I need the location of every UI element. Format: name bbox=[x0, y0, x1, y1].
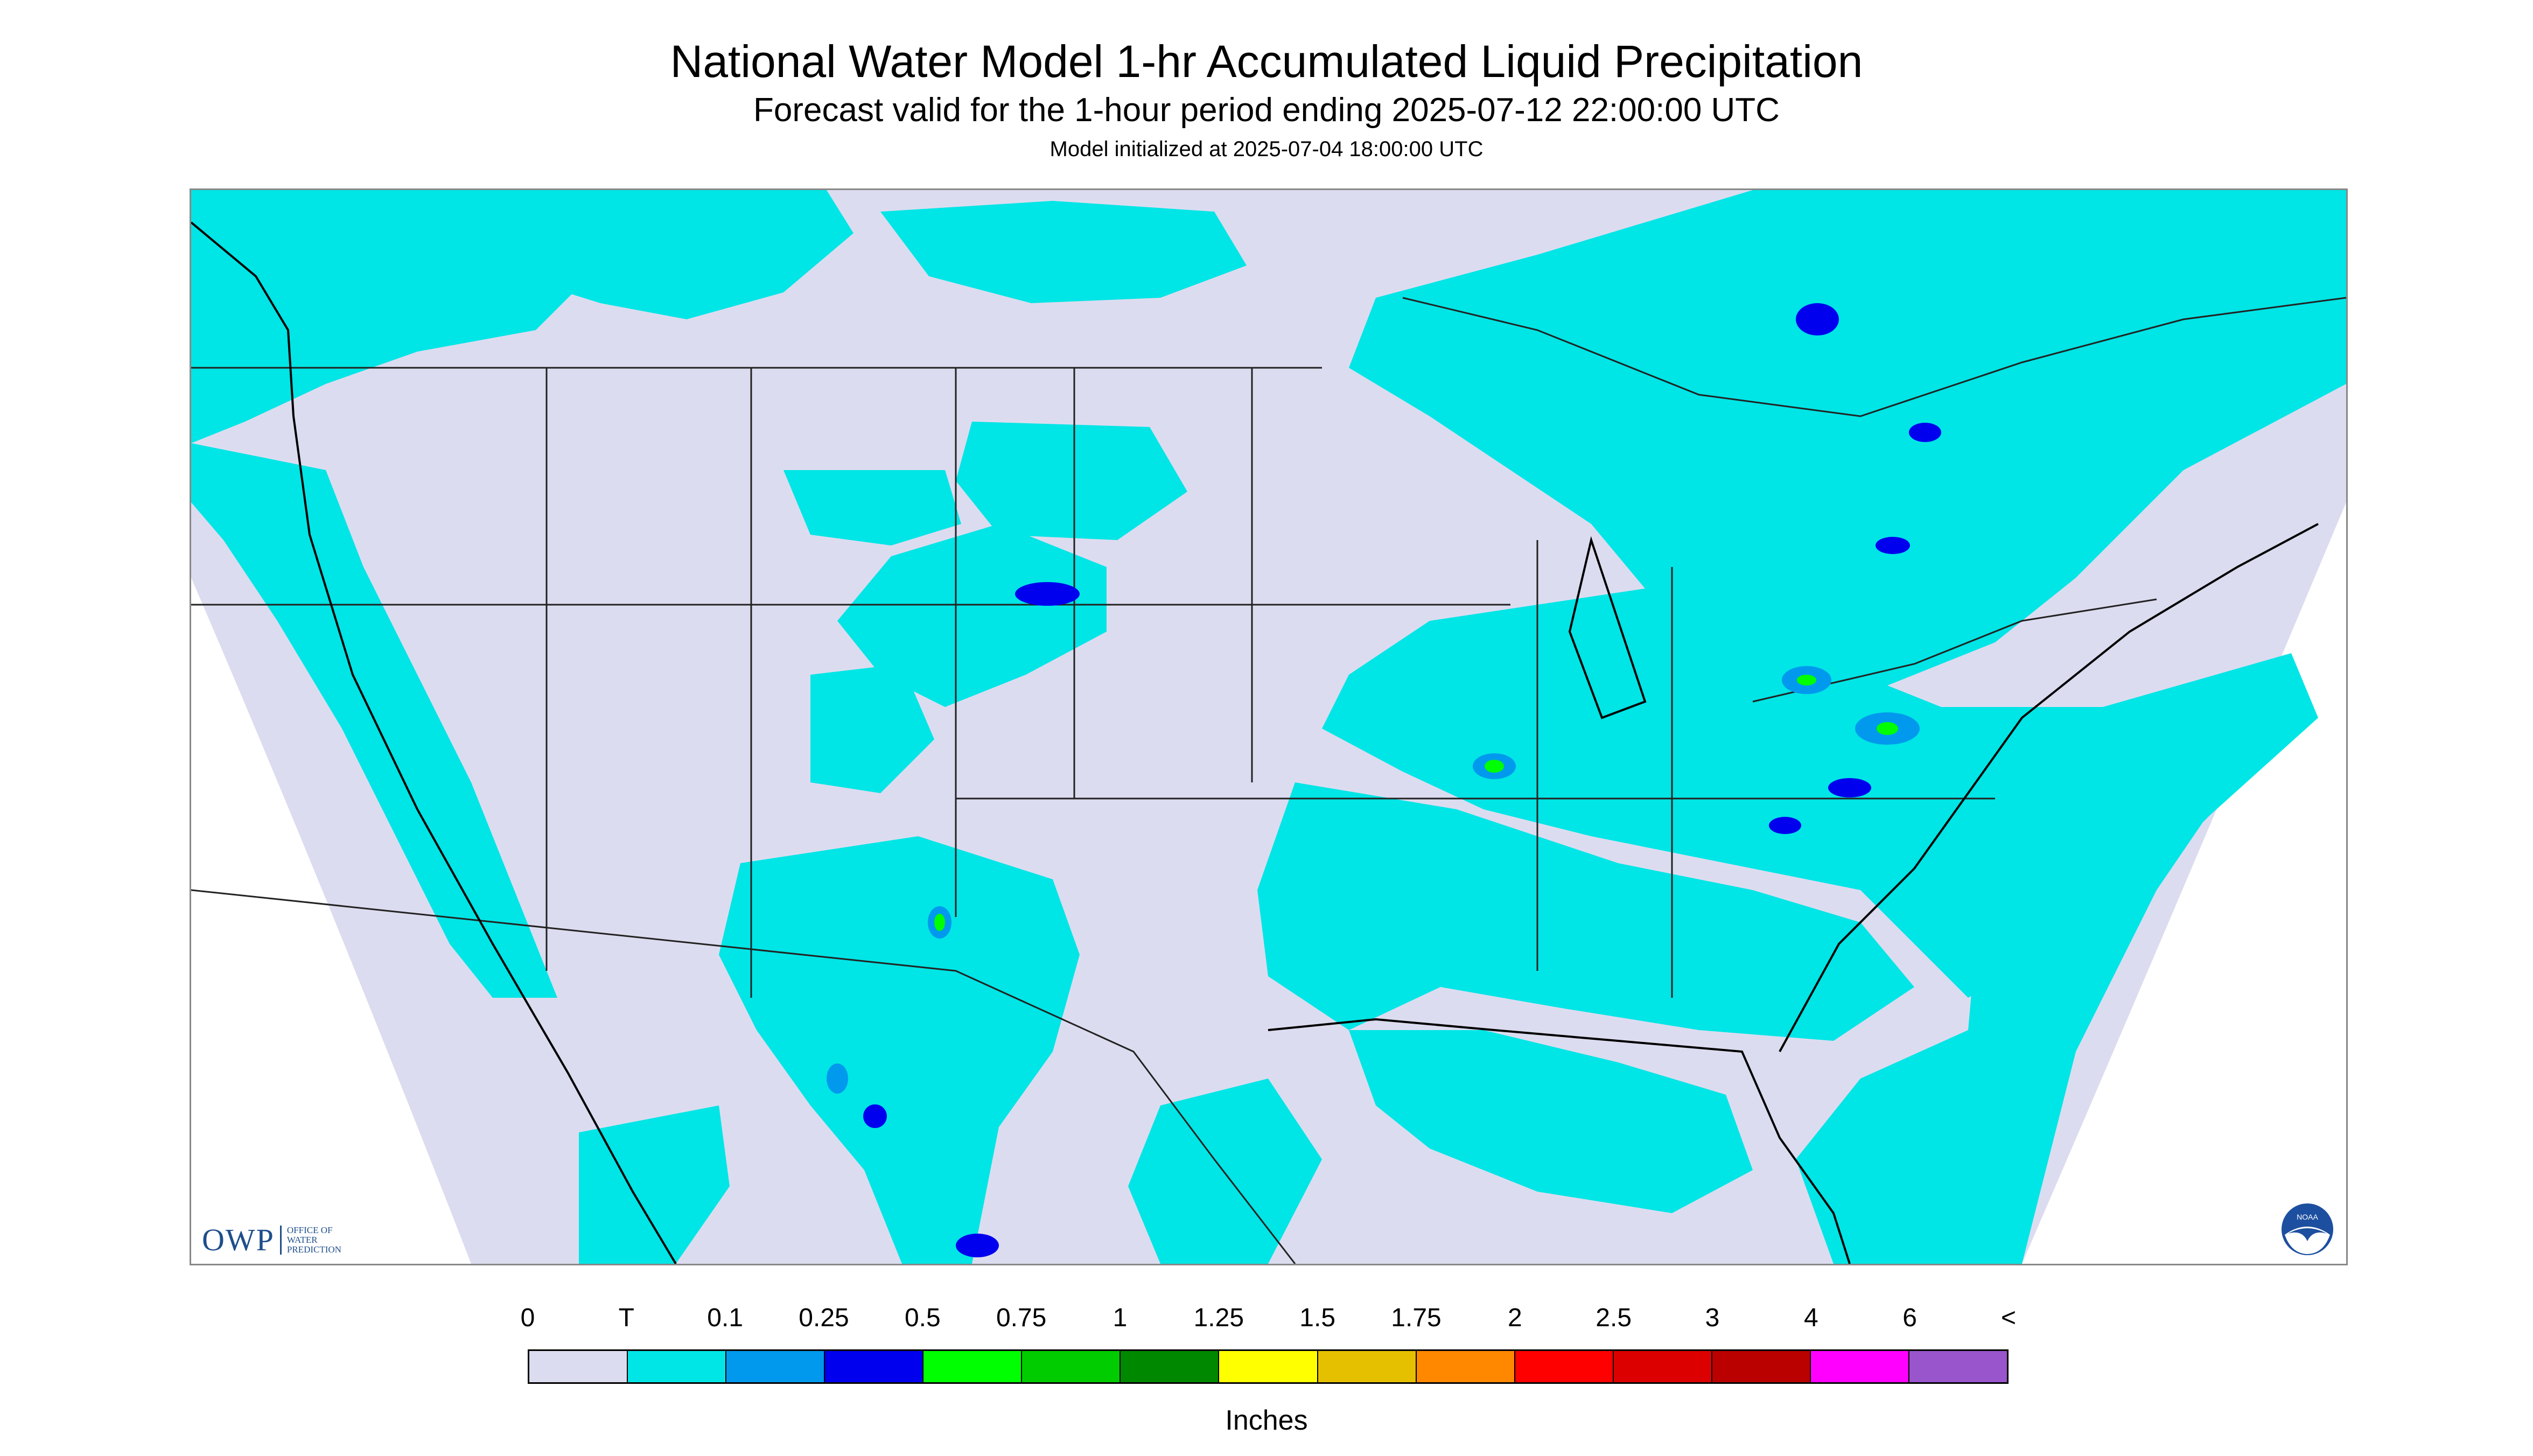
owp-line-1: OFFICE OF bbox=[286, 1224, 333, 1235]
owp-logo-text: OFFICE OF WATER PREDICTION bbox=[279, 1224, 362, 1255]
legend-swatch bbox=[825, 1351, 924, 1382]
legend-tick-label: 3 bbox=[1705, 1304, 1720, 1332]
legend-tick-label: 0.25 bbox=[799, 1304, 849, 1332]
owp-line-2: WATER bbox=[286, 1234, 318, 1245]
legend-swatch bbox=[1121, 1351, 1220, 1382]
owp-logo-mark: OWP bbox=[202, 1222, 275, 1257]
legend-swatch bbox=[529, 1351, 628, 1382]
model-init-time: Model initialized at 2025-07-04 18:00:00… bbox=[1049, 137, 1484, 161]
legend-swatch bbox=[726, 1351, 825, 1382]
legend-tick-label: 1 bbox=[1112, 1304, 1128, 1332]
precipitation-map: OWP OFFICE OF WATER PREDICTION NOAA bbox=[190, 188, 2348, 1265]
legend-tick-label: 0 bbox=[520, 1304, 535, 1332]
coastlines bbox=[191, 221, 2319, 1264]
legend-tick-label: 4 bbox=[1803, 1304, 1818, 1332]
legend-swatch bbox=[1712, 1351, 1811, 1382]
legend-swatch bbox=[1909, 1351, 2007, 1382]
map-title: National Water Model 1-hr Accumulated Li… bbox=[670, 36, 1863, 87]
legend-tick-label: 1.25 bbox=[1193, 1304, 1244, 1332]
legend-tick-label: < bbox=[2000, 1304, 2017, 1332]
noaa-logo-text: NOAA bbox=[2297, 1213, 2318, 1221]
map-canvas bbox=[191, 190, 2346, 1264]
legend-swatch bbox=[1515, 1351, 1614, 1382]
legend-units: Inches bbox=[1225, 1405, 1308, 1436]
legend-tick-label: 1.5 bbox=[1299, 1304, 1336, 1332]
legend-tick-label: 2.5 bbox=[1596, 1304, 1632, 1332]
boundary-lines bbox=[191, 297, 2346, 1264]
legend-swatch bbox=[628, 1351, 727, 1382]
owp-line-3: PREDICTION bbox=[286, 1244, 341, 1255]
legend-swatch bbox=[1810, 1351, 1909, 1382]
owp-branding: OWP OFFICE OF WATER PREDICTION bbox=[202, 1222, 362, 1258]
legend-tick-label: 0.1 bbox=[707, 1304, 744, 1332]
legend-swatch bbox=[923, 1351, 1023, 1382]
legend-swatch bbox=[1613, 1351, 1712, 1382]
legend-swatch bbox=[1022, 1351, 1121, 1382]
noaa-logo: NOAA bbox=[2282, 1203, 2333, 1255]
moderate-precip-cells bbox=[827, 303, 1941, 1257]
map-subtitle: Forecast valid for the 1-hour period end… bbox=[753, 92, 1780, 129]
legend-tick-label: T bbox=[618, 1304, 634, 1332]
legend-tick-label: 6 bbox=[1902, 1304, 1917, 1332]
legend-tick-label: 1.75 bbox=[1391, 1304, 1442, 1332]
legend-color-bar bbox=[528, 1349, 2009, 1384]
legend-tick-label: 0.75 bbox=[996, 1304, 1047, 1332]
legend-tick-label: 2 bbox=[1507, 1304, 1522, 1332]
legend-tick-label: 0.5 bbox=[904, 1304, 941, 1332]
legend-swatch bbox=[1219, 1351, 1318, 1382]
legend-swatch bbox=[1318, 1351, 1417, 1382]
legend-swatch bbox=[1416, 1351, 1515, 1382]
